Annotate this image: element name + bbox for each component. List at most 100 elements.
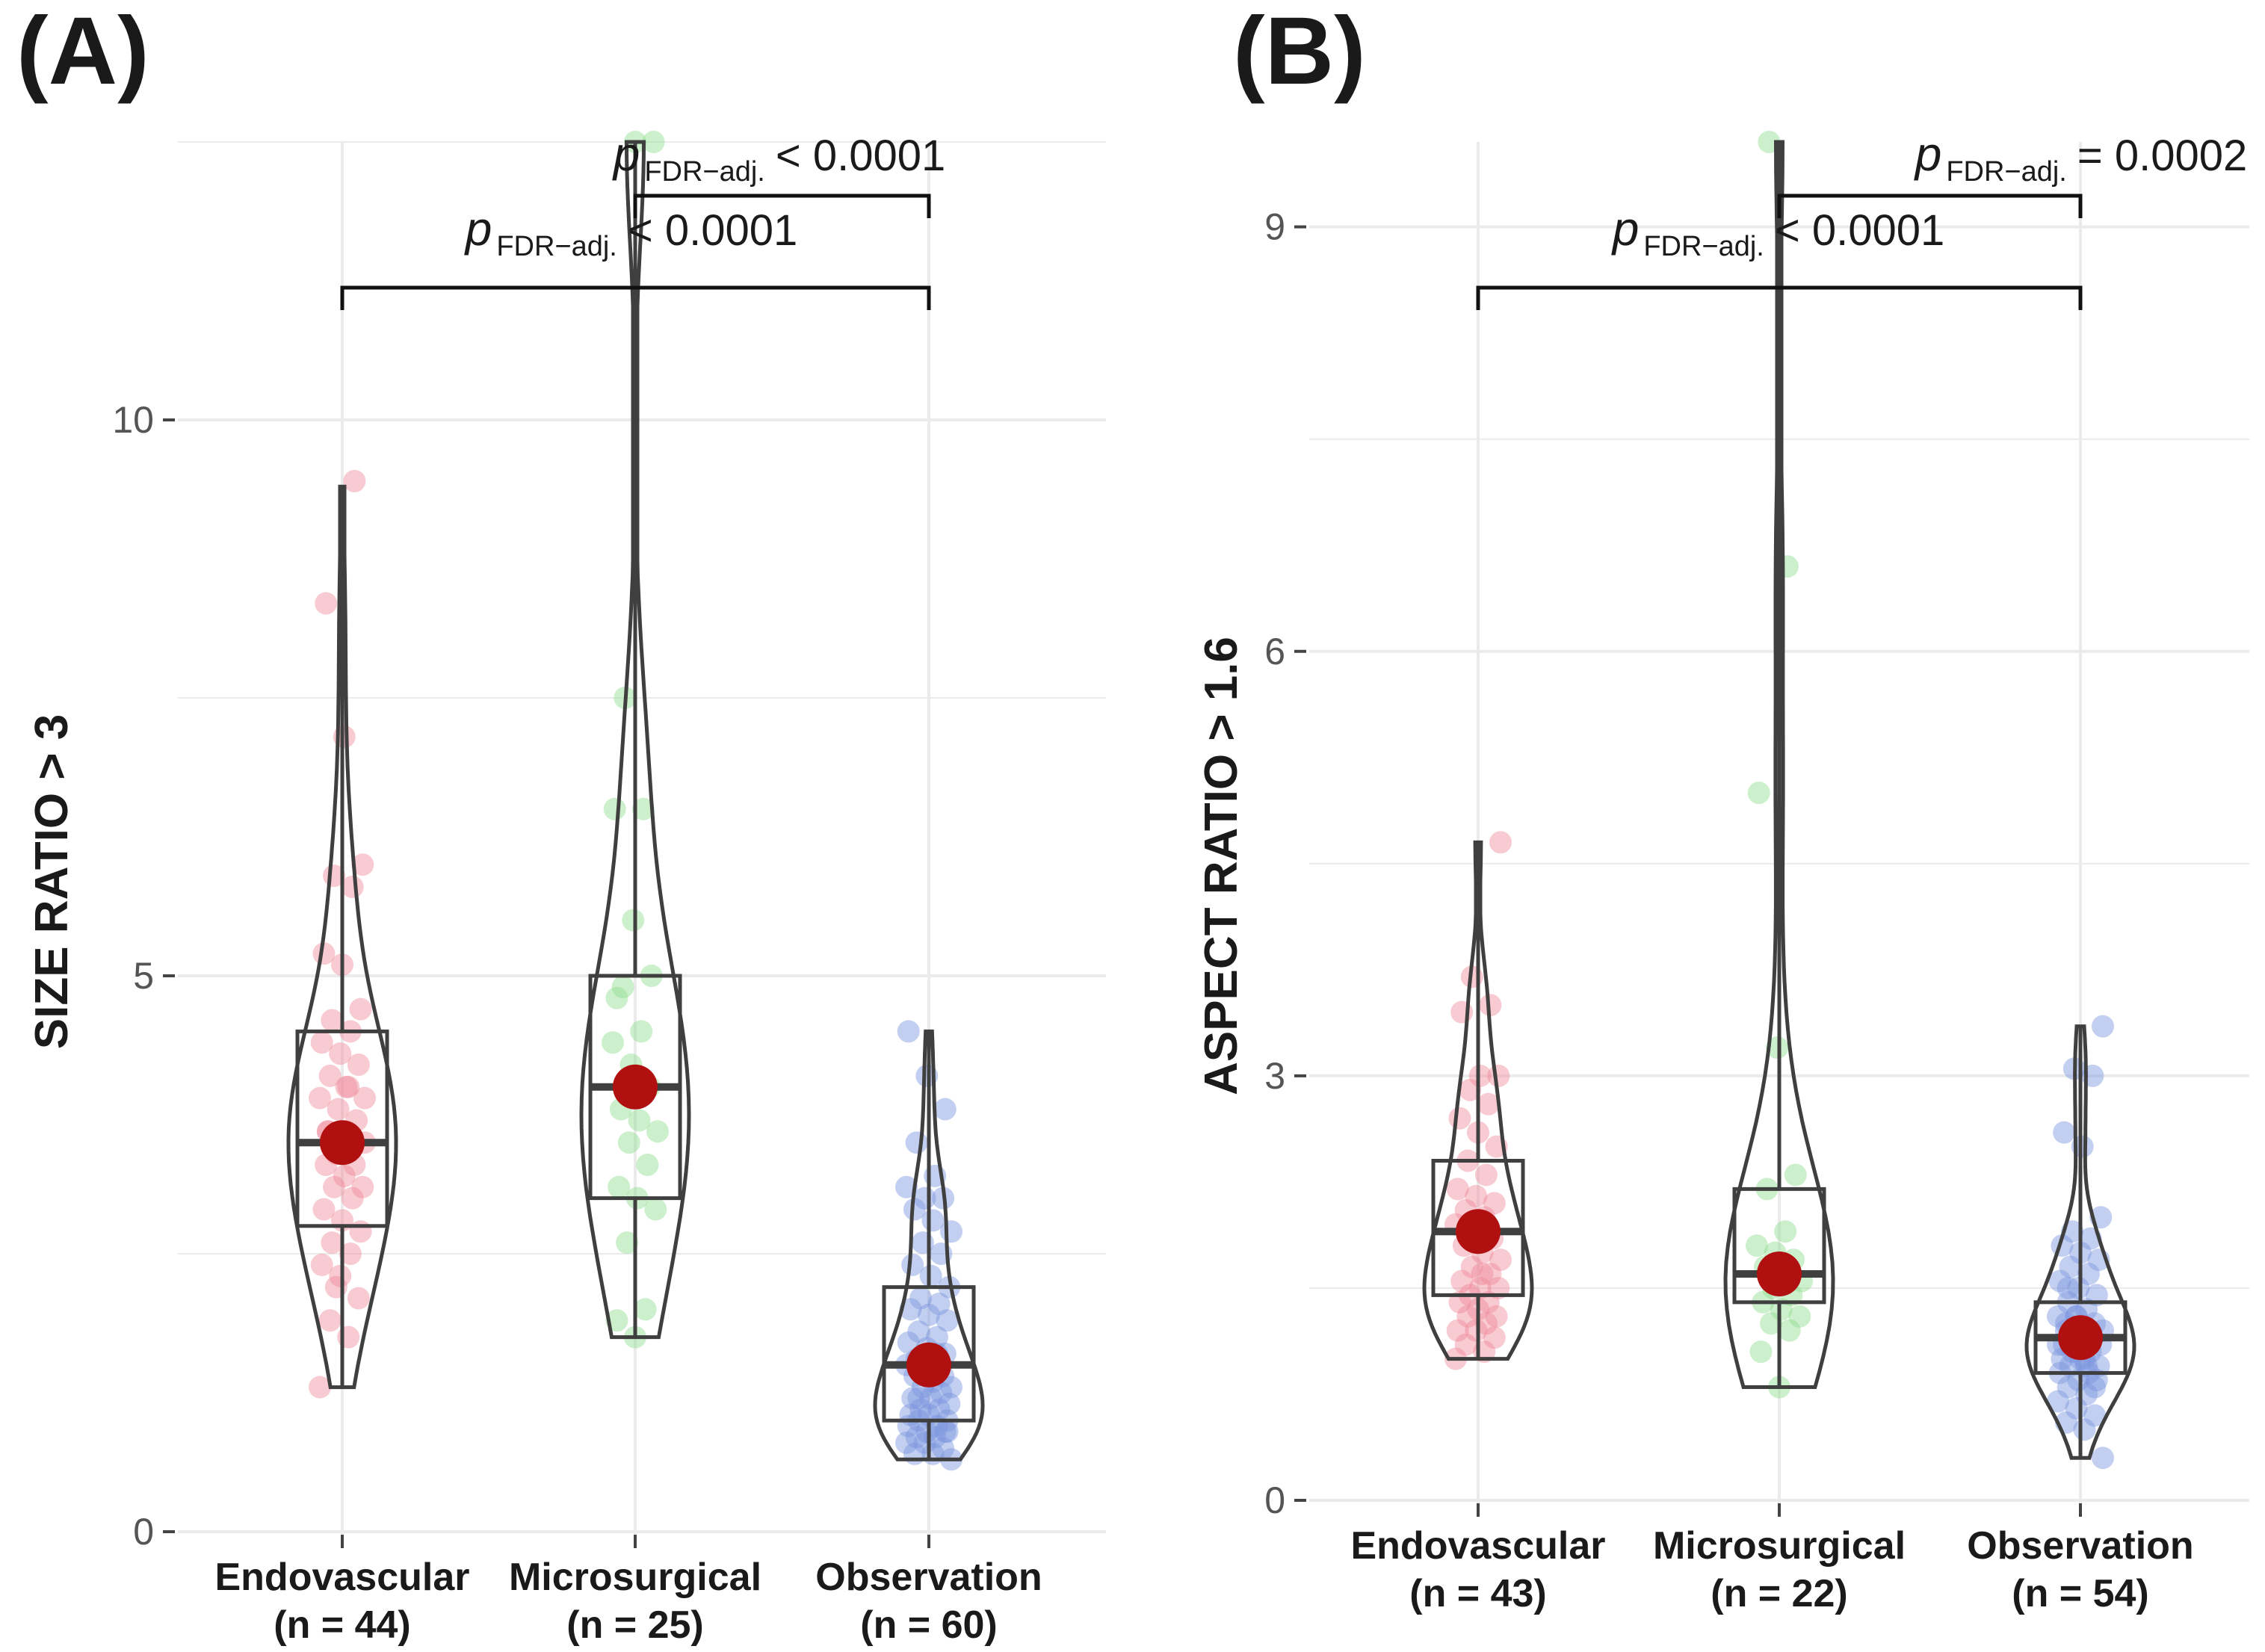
data-point [1450,1269,1474,1293]
violin-outline [579,140,691,1340]
x-tick-count: (n = 60) [860,1603,998,1647]
data-point [2059,1255,2082,1278]
mean-marker [320,1120,365,1166]
data-point [933,1420,957,1444]
significance-bracket [340,285,931,310]
data-point [628,1109,651,1132]
x-tick-count: (n = 43) [1409,1572,1547,1615]
data-point [642,131,665,153]
data-point [603,797,626,820]
x-tick-label: Endovascular [1350,1524,1605,1568]
data-point [1774,1220,1797,1243]
data-point [631,797,655,820]
data-point [1456,1305,1480,1328]
data-point [323,1175,346,1198]
y-tick-label: 5 [133,955,154,997]
data-point [918,1303,940,1326]
data-point [2048,1269,2071,1293]
data-point [2047,1305,2069,1328]
x-tick-label: Observation [1967,1524,2193,1568]
data-point [608,1175,631,1198]
p-value-label: p FDR−adj. < 0.0001 [612,127,946,188]
panel-b: (B)ASPECT RATIO > 1.60369Endovascular(n … [1196,0,2249,1615]
data-point [321,1231,344,1255]
panel-a: (A) SIZE RATIO > 3 0 5 10 Endovascular(n = 44… [16,0,1106,1647]
data-point [616,1231,639,1255]
data-point [1465,1184,1488,1207]
mean-marker [2058,1315,2103,1361]
data-point [936,1309,959,1332]
y-tick-label: 0 [1264,1479,1285,1521]
data-point [930,1382,953,1404]
data-point [646,1120,669,1143]
data-point [1471,1263,1494,1285]
data-point [1766,1036,1789,1059]
data-point [617,1131,640,1154]
data-point [1784,1163,1807,1187]
data-point [1454,1333,1477,1356]
data-point [341,1187,364,1210]
p-value-text: < 0.0001 [1775,206,1944,255]
data-point [903,1198,926,1221]
data-point [329,1042,352,1065]
box [295,1029,389,1228]
data-point [932,1437,955,1460]
mean-marker [1757,1252,1802,1296]
data-point [909,1287,933,1310]
data-point [1477,1092,1500,1116]
data-point [2047,1390,2069,1413]
p-value-label: p FDR−adj. = 0.0002 [1914,127,2248,188]
data-point [351,1175,374,1198]
data-point [927,1292,951,1315]
data-point [329,1264,352,1287]
data-point [905,1426,928,1449]
data-point [919,1264,942,1287]
data-point [940,1376,962,1399]
data-point [1474,1312,1498,1335]
p-value-text: < 0.0001 [776,132,945,180]
data-point [1460,1255,1483,1278]
data-point [1760,1312,1783,1335]
data-point [318,1309,342,1332]
violin-group-endovascular: Endovascular(n = 43) [1350,831,1606,1615]
data-point [1485,1305,1508,1328]
data-point [1479,994,1502,1017]
data-point [327,1098,350,1121]
violin-outline [286,484,398,1390]
data-point [2077,1263,2100,1285]
data-point [310,1031,333,1054]
data-point [905,1131,928,1154]
violin-outline [873,1029,985,1461]
significance-annotation: p FDR−adj. < 0.0001 [340,202,931,310]
data-point [2092,1447,2114,1470]
data-point [909,1398,933,1421]
box [1732,1187,1826,1305]
box [882,1285,976,1423]
data-point [901,1253,924,1276]
data-point [1778,1319,1801,1342]
p-symbol: p [612,127,640,181]
data-point [2092,1015,2114,1038]
violin-group-observation: Observation(n = 54) [1967,1015,2194,1615]
data-point [347,1054,370,1077]
p-value-label: p FDR−adj. < 0.0001 [464,202,798,262]
data-point [347,1287,370,1310]
data-point [1489,1249,1512,1272]
data-point [1459,1078,1482,1101]
violin-group-observation: Observation(n = 60) [815,1020,1042,1647]
mean-marker [1456,1209,1501,1255]
data-point [341,875,364,898]
data-point [1448,1107,1471,1130]
data-point [897,1020,920,1043]
data-point [2083,1404,2107,1427]
mean-marker [613,1064,658,1110]
p-symbol: p [1611,202,1640,256]
data-point [349,997,372,1021]
data-point [2057,1276,2080,1299]
mean-marker [906,1342,951,1388]
x-tick-label: Endovascular [214,1556,469,1599]
data-point [605,986,628,1009]
x-tick-count: (n = 44) [274,1603,411,1647]
data-point [339,1243,362,1265]
